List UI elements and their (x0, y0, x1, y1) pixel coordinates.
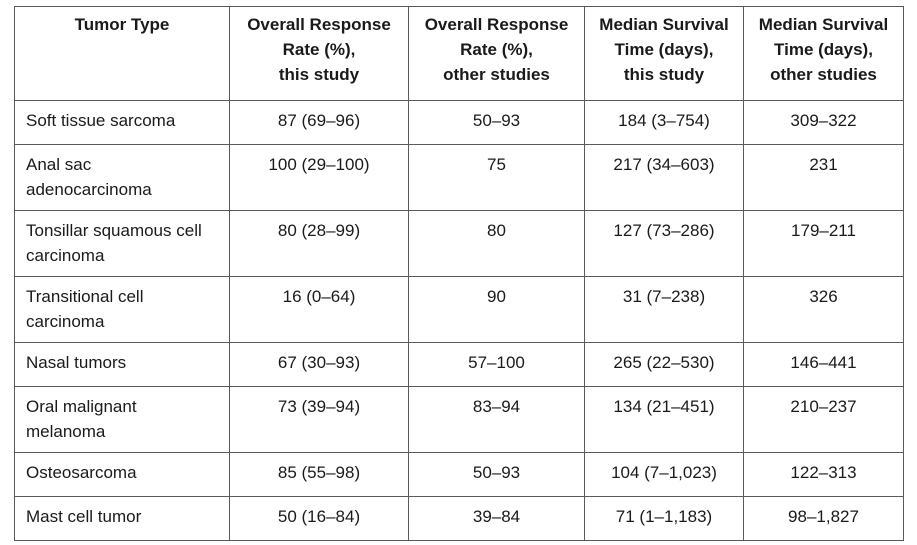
table-row: Oral malignant melanoma 73 (39–94) 83–94… (14, 386, 904, 453)
orr-other-cell: 50–93 (408, 452, 585, 497)
table-row: Soft tissue sarcoma 87 (69–96) 50–93 184… (14, 100, 904, 145)
orr-this-cell: 67 (30–93) (229, 342, 409, 387)
tumor-type-cell: Mast cell tumor (14, 496, 230, 541)
mst-this-cell: 71 (1–1,183) (584, 496, 744, 541)
header-mst-this-study: Median Survival Time (days), this study (584, 6, 744, 101)
tumor-type-cell: Anal sac adenocarcinoma (14, 144, 230, 211)
tumor-type-cell: Transitional cell carcinoma (14, 276, 230, 343)
orr-other-cell: 75 (408, 144, 585, 211)
table-row: Mast cell tumor 50 (16–84) 39–84 71 (1–1… (14, 496, 904, 541)
tumor-type-cell: Nasal tumors (14, 342, 230, 387)
mst-this-cell: 265 (22–530) (584, 342, 744, 387)
mst-other-cell: 98–1,827 (743, 496, 904, 541)
orr-this-cell: 100 (29–100) (229, 144, 409, 211)
header-tumor-type: Tumor Type (14, 6, 230, 101)
orr-this-cell: 16 (0–64) (229, 276, 409, 343)
mst-other-cell: 122–313 (743, 452, 904, 497)
mst-other-cell: 179–211 (743, 210, 904, 277)
mst-other-cell: 210–237 (743, 386, 904, 453)
results-table: Tumor Type Overall Response Rate (%), th… (14, 6, 904, 541)
orr-this-cell: 50 (16–84) (229, 496, 409, 541)
mst-this-cell: 217 (34–603) (584, 144, 744, 211)
tumor-type-cell: Osteosarcoma (14, 452, 230, 497)
orr-this-cell: 80 (28–99) (229, 210, 409, 277)
mst-this-cell: 31 (7–238) (584, 276, 744, 343)
mst-this-cell: 127 (73–286) (584, 210, 744, 277)
orr-this-cell: 73 (39–94) (229, 386, 409, 453)
table-row: Anal sac adenocarcinoma 100 (29–100) 75 … (14, 144, 904, 211)
orr-other-cell: 80 (408, 210, 585, 277)
tumor-type-cell: Soft tissue sarcoma (14, 100, 230, 145)
orr-this-cell: 87 (69–96) (229, 100, 409, 145)
tumor-type-cell: Tonsillar squamous cell carcinoma (14, 210, 230, 277)
mst-other-cell: 309–322 (743, 100, 904, 145)
table-row: Tonsillar squamous cell carcinoma 80 (28… (14, 210, 904, 277)
mst-this-cell: 104 (7–1,023) (584, 452, 744, 497)
mst-other-cell: 326 (743, 276, 904, 343)
orr-other-cell: 57–100 (408, 342, 585, 387)
mst-other-cell: 231 (743, 144, 904, 211)
header-orr-this-study: Overall Response Rate (%), this study (229, 6, 409, 101)
orr-other-cell: 83–94 (408, 386, 585, 453)
table-row: Transitional cell carcinoma 16 (0–64) 90… (14, 276, 904, 343)
orr-this-cell: 85 (55–98) (229, 452, 409, 497)
tumor-type-cell: Oral malignant melanoma (14, 386, 230, 453)
orr-other-cell: 39–84 (408, 496, 585, 541)
header-mst-other-studies: Median Survival Time (days), other studi… (743, 6, 904, 101)
header-row: Tumor Type Overall Response Rate (%), th… (14, 6, 904, 101)
mst-this-cell: 134 (21–451) (584, 386, 744, 453)
orr-other-cell: 90 (408, 276, 585, 343)
table-row: Nasal tumors 67 (30–93) 57–100 265 (22–5… (14, 342, 904, 387)
table-row: Osteosarcoma 85 (55–98) 50–93 104 (7–1,0… (14, 452, 904, 497)
mst-other-cell: 146–441 (743, 342, 904, 387)
header-orr-other-studies: Overall Response Rate (%), other studies (408, 6, 585, 101)
mst-this-cell: 184 (3–754) (584, 100, 744, 145)
orr-other-cell: 50–93 (408, 100, 585, 145)
